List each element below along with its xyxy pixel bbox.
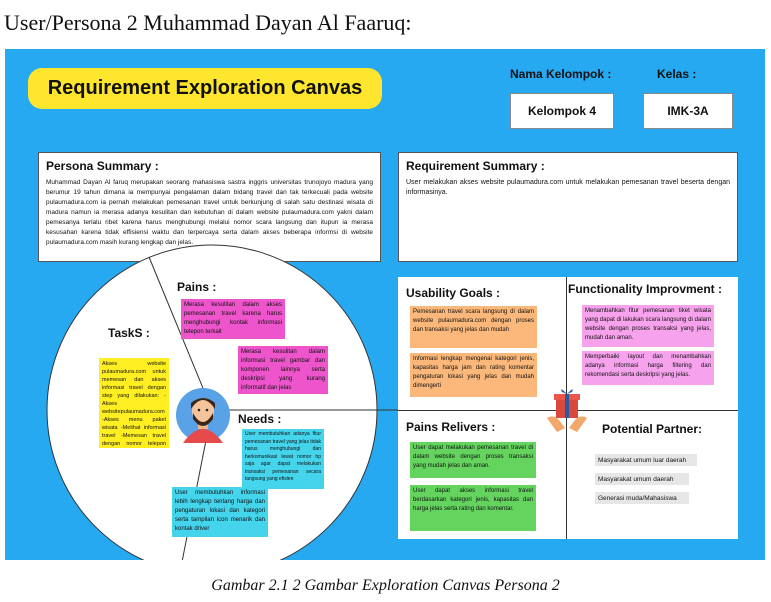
potential-partner-1: Masyarakat umum luar daerah (595, 454, 697, 466)
canvas-title: Requirement Exploration Canvas (28, 68, 382, 109)
figure-caption: Gambar 2.1 2 Gambar Exploration Canvas P… (211, 577, 560, 594)
pains-reliever-2: User dapat akses informasi travel berdas… (410, 485, 536, 531)
persona-summary-text: Muhammad Dayan Al faruq merupakan seoran… (46, 179, 373, 246)
functionality-note-1: Menambahkan fitur pemesanan tiket wisata… (582, 305, 714, 347)
tasks-title: TaskS : (108, 326, 150, 340)
requirement-summary-card: Requirement Summary : User melakukan aks… (398, 152, 738, 262)
pains-relievers-title: Pains Relivers : (406, 420, 496, 434)
requirement-summary-text: User melakukan akses website pulaumadura… (406, 179, 730, 196)
exploration-canvas: Requirement Exploration Canvas Nama Kelo… (5, 49, 765, 560)
class-value: IMK-3A (643, 93, 733, 129)
class-label: Kelas : (657, 67, 697, 81)
group-name-label: Nama Kelompok : (510, 67, 612, 81)
page-heading: User/Persona 2 Muhammad Dayan Al Faaruq: (4, 10, 412, 35)
needs-note-1: User membutuhkan adanya fitur pemesanan … (242, 429, 324, 489)
usability-goal-1: Pemesanan travel scara langsung di dalam… (410, 306, 537, 348)
potential-partner-3: Generasi muda/Mahasiswa (595, 492, 689, 504)
usability-goals-title: Usability Goals : (406, 286, 501, 300)
pains-title: Pains : (177, 280, 217, 294)
potential-partner-2: Masyarakat umum daerah (595, 473, 689, 485)
pains-reliever-1: User dapat melakukan pemesanan travel di… (410, 442, 536, 478)
persona-summary-card: Persona Summary : Muhammad Dayan Al faru… (38, 152, 381, 262)
pains-note-2: Merasa kesulitan dalam informasi travel … (238, 346, 328, 394)
functionality-note-2: Memperbaiki layout dan menambahkan adany… (582, 351, 714, 385)
potential-partner-title: Potential Partner: (602, 422, 703, 436)
gift-hands-icon (547, 389, 587, 432)
usability-goal-2: Informasi lengkap mengenai kategori jeni… (410, 353, 537, 397)
tasks-note: Akses website pulaumadura.com untuk meme… (99, 358, 169, 448)
persona-avatar-icon (176, 388, 230, 443)
group-name-value: Kelompok 4 (510, 93, 614, 129)
persona-summary-title: Persona Summary : (46, 159, 159, 173)
requirement-summary-title: Requirement Summary : (406, 159, 545, 173)
functionality-title: Functionality Improvment : (568, 282, 723, 296)
pains-note-1: Merasa kesulitan dalam akses pemesanan t… (181, 299, 285, 339)
needs-note-2: User membutuhkan informasi lebih lengkap… (172, 487, 268, 537)
needs-title: Needs : (238, 412, 282, 426)
